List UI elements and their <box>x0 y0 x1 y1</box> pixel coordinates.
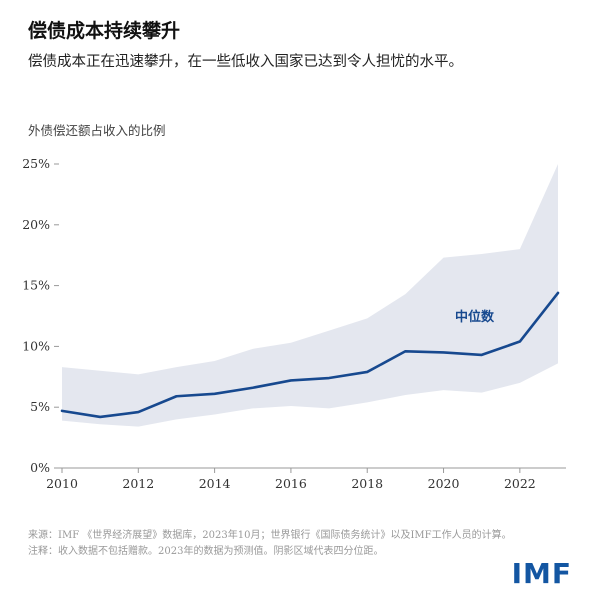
x-tick-label: 2018 <box>351 476 383 491</box>
methodology-note: 注释：收入数据不包括赠款。2023年的数据为预测值。阴影区域代表四分位距。 <box>28 545 384 557</box>
chart-axis-title: 外债偿还额占收入的比例 <box>28 123 166 138</box>
chart-area: 0% 5% 10% 15% 20% 25% 2010 2012 2014 2016 2018 2020… <box>0 148 600 508</box>
x-tick-label: 2010 <box>46 476 78 491</box>
y-tick-label: 0% <box>30 460 50 475</box>
page-subtitle: 偿债成本正在迅速攀升，在一些低收入国家已达到令人担忧的水平。 <box>28 54 463 70</box>
x-tick-label: 2016 <box>275 476 307 491</box>
line-chart: 0% 5% 10% 15% 20% 25% 2010 2012 2014 2016 2018 2020… <box>22 156 566 491</box>
source-note: 来源：IMF 《世界经济展望》数据库，2023年10月；世界银行《国际债务统计》… <box>28 530 512 541</box>
y-tick-label: 10% <box>22 338 50 353</box>
x-tick-label: 2012 <box>122 476 154 491</box>
y-tick-label: 20% <box>22 217 50 232</box>
x-tick-label: 2014 <box>199 476 231 491</box>
median-line <box>60 291 560 419</box>
page-title: 偿债成本持续攀升 <box>28 20 181 42</box>
y-tick-label: 5% <box>30 399 50 414</box>
y-tick-label: 25% <box>22 156 50 171</box>
iqr-band <box>62 164 558 427</box>
median-series-label: 中位数 <box>455 309 495 325</box>
x-tick-label: 2020 <box>428 476 460 491</box>
x-tick-label: 2022 <box>504 476 536 491</box>
chart-footnotes: 来源：IMF 《世界经济展望》数据库，2023年10月；世界银行《国际债务统计》… <box>28 528 572 559</box>
y-tick-label: 15% <box>22 278 50 293</box>
imf-logo: IMF <box>511 557 572 590</box>
